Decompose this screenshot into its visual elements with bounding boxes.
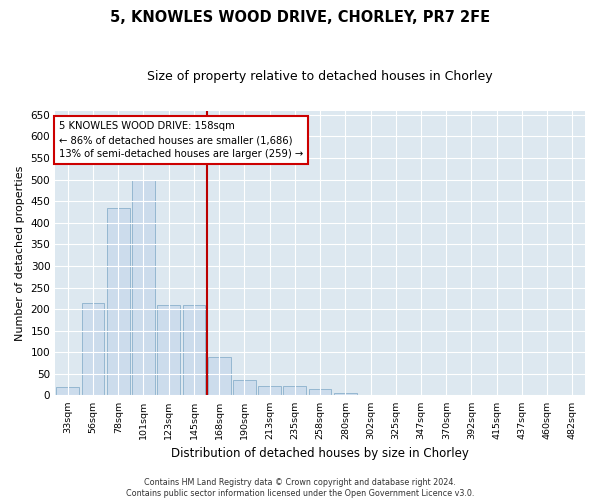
Bar — [132, 180, 155, 396]
Text: Contains HM Land Registry data © Crown copyright and database right 2024.
Contai: Contains HM Land Registry data © Crown c… — [126, 478, 474, 498]
Bar — [258, 386, 281, 396]
Bar — [107, 208, 130, 396]
Bar — [233, 380, 256, 396]
Bar — [182, 305, 205, 396]
Bar — [359, 394, 382, 396]
Text: 5 KNOWLES WOOD DRIVE: 158sqm
← 86% of detached houses are smaller (1,686)
13% of: 5 KNOWLES WOOD DRIVE: 158sqm ← 86% of de… — [59, 122, 303, 160]
Bar — [82, 302, 104, 396]
Bar — [334, 394, 356, 396]
Bar — [309, 389, 331, 396]
Bar — [208, 356, 230, 396]
Bar — [283, 386, 306, 396]
Y-axis label: Number of detached properties: Number of detached properties — [15, 166, 25, 340]
Bar — [157, 305, 180, 396]
Title: Size of property relative to detached houses in Chorley: Size of property relative to detached ho… — [147, 70, 493, 83]
X-axis label: Distribution of detached houses by size in Chorley: Distribution of detached houses by size … — [171, 447, 469, 460]
Text: 5, KNOWLES WOOD DRIVE, CHORLEY, PR7 2FE: 5, KNOWLES WOOD DRIVE, CHORLEY, PR7 2FE — [110, 10, 490, 25]
Bar — [56, 387, 79, 396]
